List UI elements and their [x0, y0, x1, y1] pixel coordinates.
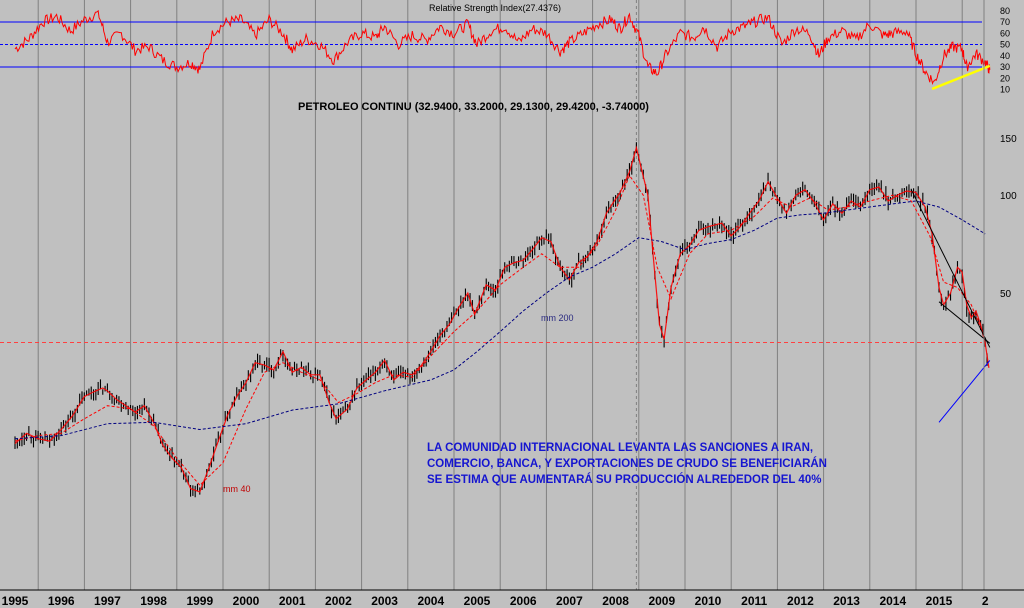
rsi-tick-label: 50: [1000, 40, 1010, 50]
rsi-line: [14, 9, 991, 85]
price-tick-label: 100: [1000, 191, 1017, 202]
trend-line-upper: [910, 189, 991, 348]
x-tick-label: 2003: [371, 594, 398, 608]
x-tick-label: 1997: [94, 594, 121, 608]
x-tick-label: 1999: [186, 594, 213, 608]
rsi-support-line: [931, 64, 991, 91]
price-tick-label: 50: [1000, 289, 1012, 300]
x-tick-label: 2009: [648, 594, 675, 608]
rsi-tick-label: 10: [1000, 85, 1010, 95]
annotation-line-3: SE ESTIMA QUE AUMENTARÁ SU PRODUCCIÓN AL…: [427, 474, 822, 486]
rsi-tick-label: 40: [1000, 51, 1010, 61]
rsi-tick-label: 80: [1000, 6, 1010, 16]
rsi-tick-label: 60: [1000, 28, 1010, 38]
rsi-title: Relative Strength Index(27.4376): [428, 3, 562, 13]
x-tick-label: 2013: [833, 594, 860, 608]
annotation-line-2: COMERCIO, BANCA, Y EXPORTACIONES DE CRUD…: [427, 458, 827, 470]
x-tick-label: 1996: [48, 594, 75, 608]
rsi-tick-label: 30: [1000, 62, 1010, 72]
ma200-label: mm 200: [541, 313, 574, 323]
rsi-tick-label: 70: [1000, 17, 1010, 27]
year-gridlines: [37, 0, 963, 590]
x-tick-label: 2010: [695, 594, 722, 608]
x-tick-label: 2006: [510, 594, 537, 608]
x-tick-label: 2: [982, 594, 989, 608]
x-tick-label: 1998: [140, 594, 167, 608]
x-tick-label: 2007: [556, 594, 583, 608]
x-tick-label: 2014: [879, 594, 906, 608]
ma200-line: [14, 200, 986, 440]
x-tick-label: 2001: [279, 594, 306, 608]
price-panel: [0, 142, 991, 498]
x-tick-label: 2015: [926, 594, 953, 608]
annotation-text: LA COMUNIDAD INTERNACIONAL LEVANTA LAS S…: [427, 440, 827, 488]
x-tick-label: 2011: [741, 594, 767, 608]
rsi-panel: [0, 9, 991, 91]
ma40-label: mm 40: [223, 484, 251, 494]
x-tick-label: 2004: [417, 594, 444, 608]
x-tick-label: 2002: [325, 594, 352, 608]
x-tick-label: 2005: [464, 594, 491, 608]
x-tick-label: 2000: [233, 594, 260, 608]
rsi-tick-label: 20: [1000, 73, 1010, 83]
price-tick-label: 150: [1000, 134, 1017, 145]
chart-title: PETROLEO CONTINU (32.9400, 33.2000, 29.1…: [298, 101, 649, 113]
x-tick-label: 1995: [2, 594, 29, 608]
close-line: [14, 145, 990, 493]
ma40-line: [14, 174, 986, 486]
projection-line: [938, 360, 991, 423]
x-tick-label: 2008: [602, 594, 629, 608]
trend-line-lower: [938, 301, 991, 344]
x-tick-label: 2012: [787, 594, 814, 608]
annotation-line-1: LA COMUNIDAD INTERNACIONAL LEVANTA LAS S…: [427, 442, 814, 454]
